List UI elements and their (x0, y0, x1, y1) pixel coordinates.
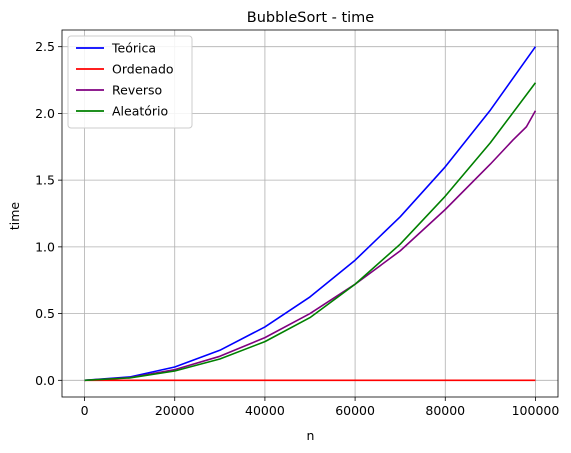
y-tick-label: 1.5 (35, 173, 55, 188)
series-line-aleatório (84, 82, 537, 382)
y-tick-label: 0.0 (35, 373, 55, 388)
chart-title: BubbleSort - time (247, 10, 375, 26)
legend-label: Aleatório (112, 104, 168, 119)
legend-label: Teórica (111, 41, 156, 56)
x-tick-label: 0 (81, 403, 89, 418)
x-tick-label: 80000 (425, 403, 465, 418)
legend-label: Reverso (112, 83, 162, 98)
y-tick-label: 2.5 (35, 39, 55, 54)
x-tick-label: 20000 (155, 403, 195, 418)
x-tick-label: 40000 (245, 403, 285, 418)
axes-frame (61, 29, 559, 398)
plot-area: 0 20000 40000 60000 80000 100000 0.0 0.5 1.0 1.5 2… (35, 29, 560, 418)
x-axis-label: n (307, 428, 315, 443)
x-tick-label: 100000 (512, 403, 560, 418)
y-axis-label: time (7, 202, 22, 231)
x-tick-label: 60000 (335, 403, 375, 418)
legend: Teórica Ordenado Reverso Aleatório (67, 35, 193, 129)
legend-box (67, 35, 193, 129)
legend-label: Ordenado (112, 62, 174, 77)
y-tick-label: 0.5 (35, 306, 55, 321)
series-line-teórica (84, 46, 537, 382)
y-tick-label: 1.0 (35, 239, 55, 254)
y-tick-label: 2.0 (35, 106, 55, 121)
